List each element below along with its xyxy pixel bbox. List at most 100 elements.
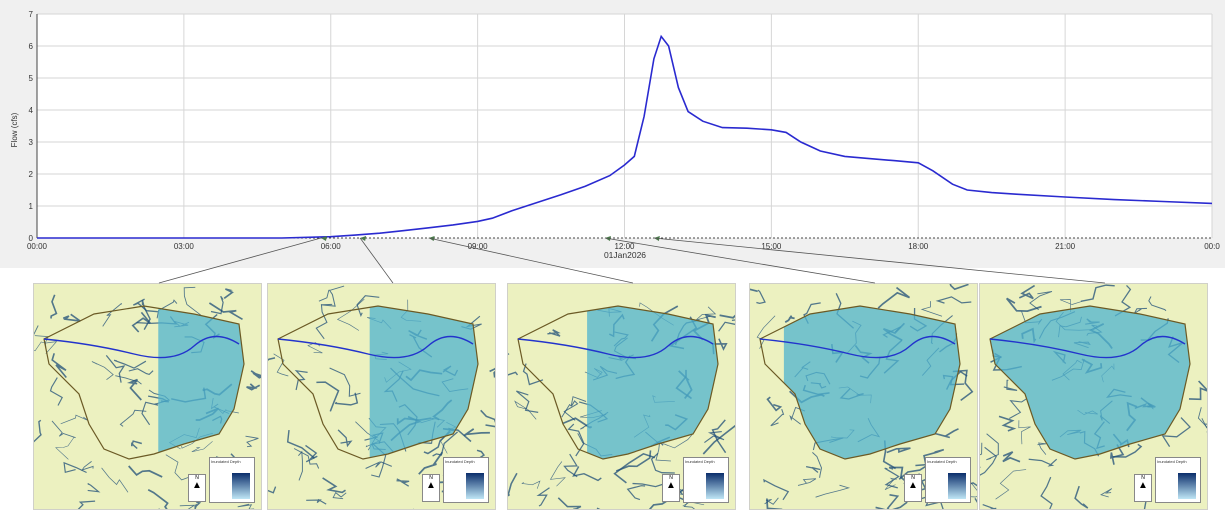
stream-line (442, 427, 472, 443)
stream-line (1018, 284, 1036, 300)
stream-line (141, 299, 151, 330)
stream-line (418, 421, 436, 444)
terrain-background (508, 284, 735, 509)
stream-line (673, 493, 708, 502)
stream-line (1002, 451, 1021, 463)
stream-line (875, 501, 908, 509)
stream-line (440, 422, 457, 454)
date-label: 01Jan2026 (604, 250, 646, 260)
stream-line (158, 508, 160, 509)
legend-color-ramp (1178, 473, 1196, 499)
stream-line (945, 370, 968, 390)
stream-line (1147, 402, 1156, 410)
map-svg (750, 284, 977, 509)
stream-line (1052, 350, 1067, 365)
depth-legend: Inundated Depth N ▲ (904, 457, 971, 503)
stream-line (1201, 418, 1207, 429)
stream-line (1062, 359, 1082, 381)
stream-line (147, 489, 169, 509)
watershed-boundary (989, 305, 1191, 460)
y-tick-label: 1 (29, 202, 34, 211)
stream-line (650, 305, 679, 342)
stream-line (237, 503, 255, 509)
stream-line (250, 370, 261, 379)
inundated-area (990, 306, 1190, 459)
stream-line (383, 370, 404, 402)
y-tick-label: 7 (29, 10, 34, 19)
stream-line (877, 286, 911, 309)
stream-line (87, 483, 101, 493)
stream-line (674, 319, 700, 346)
stream-line (521, 480, 541, 489)
stream-line (1037, 442, 1047, 455)
stream-line (413, 508, 415, 509)
main-channel (43, 335, 240, 359)
stream-line (210, 295, 224, 315)
stream-line (1029, 291, 1053, 311)
stream-line (712, 338, 728, 355)
stream-line (156, 299, 178, 319)
stream-line (522, 363, 544, 386)
stream-line (1126, 401, 1138, 432)
stream-line (952, 369, 974, 402)
stream-line (367, 417, 387, 451)
stream-line (316, 381, 340, 412)
stream-line (794, 361, 811, 378)
stream-line (307, 342, 323, 354)
stream-line (884, 477, 897, 490)
stream-line (1112, 433, 1130, 448)
stream-line (613, 452, 656, 484)
stream-line (306, 498, 327, 505)
stream-line (1059, 429, 1082, 438)
map-svg (34, 284, 261, 509)
stream-line (355, 421, 380, 448)
inundated-area (369, 306, 478, 458)
stream-line (572, 466, 602, 482)
stream-line (839, 388, 864, 400)
stream-line (930, 315, 953, 345)
stream-line (337, 429, 353, 448)
stream-line (578, 401, 609, 423)
y-tick-label: 5 (29, 74, 34, 83)
stream-line (55, 436, 75, 460)
time-marker-arrow (320, 236, 327, 241)
stream-line (682, 501, 705, 507)
stream-line (882, 326, 902, 338)
stream-line (62, 313, 81, 322)
stream-line (371, 443, 387, 478)
stream-line (365, 461, 392, 469)
stream-line (547, 329, 561, 337)
stream-line (113, 359, 147, 369)
stream-line (286, 430, 315, 459)
x-tick-label: 18:00 (908, 242, 929, 251)
north-arrow-glyph: ▲ (426, 480, 436, 491)
legend-title: Inundated Depth (445, 459, 475, 464)
stream-line (672, 479, 687, 496)
north-arrow-glyph: ▲ (192, 480, 202, 491)
stream-line (183, 286, 202, 316)
stream-line (165, 454, 197, 481)
stream-line (1134, 397, 1154, 410)
stream-line (846, 320, 862, 354)
stream-line (1099, 400, 1113, 424)
stream-line (1040, 476, 1053, 509)
x-tick-label: 21:00 (1055, 242, 1076, 251)
stream-line (711, 419, 727, 454)
stream-line (379, 423, 407, 452)
stream-line (645, 431, 671, 462)
stream-line (613, 337, 637, 360)
stream-line (613, 331, 629, 347)
stream-line (400, 299, 422, 322)
stream-line (336, 298, 365, 331)
stream-line (356, 295, 380, 318)
stream-line (579, 410, 607, 418)
stream-line (212, 453, 237, 465)
stream-line (321, 290, 336, 307)
stream-line (835, 293, 855, 329)
stream-line (171, 387, 207, 403)
inundated-area (587, 306, 718, 459)
stream-line (442, 464, 462, 479)
stream-line (81, 461, 94, 471)
stream-line (563, 453, 578, 478)
stream-line (514, 400, 537, 420)
